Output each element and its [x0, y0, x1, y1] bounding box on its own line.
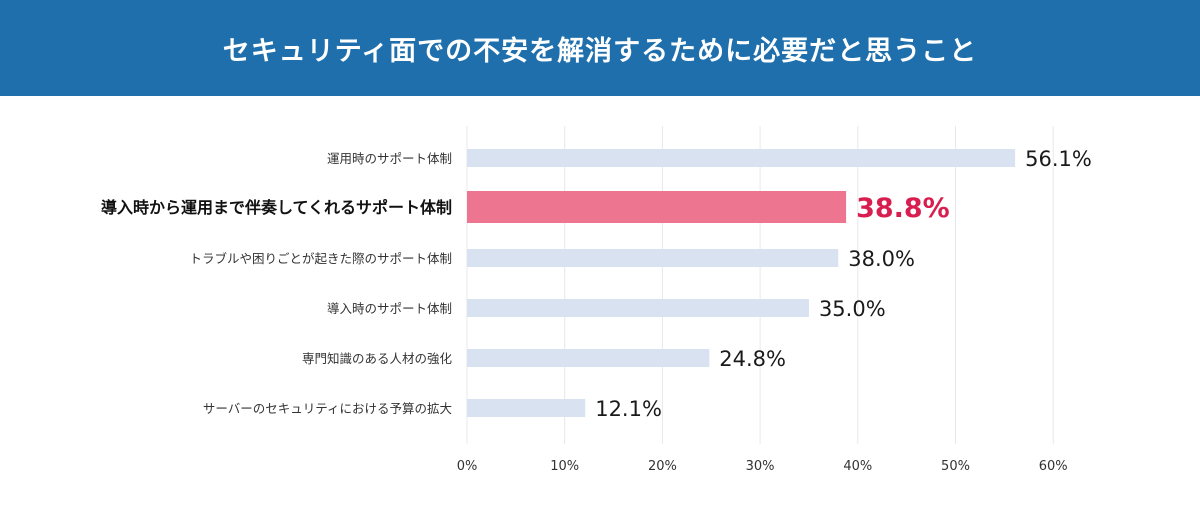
value-labels: 56.1% 38.8% 38.0% 35.0% 24.8% 12.1% [595, 147, 1092, 421]
category-label: 専門知識のある人材の強化 [302, 351, 453, 366]
x-axis-ticks: 0% 10% 20% 30% 40% 50% 60% [457, 459, 1068, 474]
x-tick-label: 20% [648, 459, 677, 474]
value-label: 38.0% [848, 247, 915, 271]
value-label: 24.8% [719, 347, 786, 371]
category-labels: 運用時のサポート体制導入時から運用まで伴奏してくれるサポート体制トラブルや困りご… [101, 151, 453, 416]
bar [467, 349, 710, 367]
category-label: 導入時のサポート体制 [327, 301, 452, 316]
grid-lines [466, 126, 1054, 444]
value-label: 35.0% [819, 297, 886, 321]
bars [467, 149, 1016, 417]
category-label: 導入時から運用まで伴奏してくれるサポート体制 [101, 198, 452, 217]
category-label: トラブルや困りごとが起きた際のサポート体制 [189, 251, 452, 266]
bar [467, 399, 586, 417]
bar [467, 249, 839, 267]
value-label: 38.8% [856, 193, 950, 224]
x-tick-label: 30% [746, 459, 775, 474]
x-tick-label: 10% [550, 459, 579, 474]
category-label: 運用時のサポート体制 [327, 151, 452, 166]
chart-title: セキュリティ面での不安を解消するために必要だと思うこと [222, 35, 978, 67]
bar-highlight [467, 191, 847, 223]
bar-chart: 運用時のサポート体制導入時から運用まで伴奏してくれるサポート体制トラブルや困りご… [101, 126, 1092, 474]
category-label: サーバーのセキュリティにおける予算の拡大 [203, 401, 452, 416]
x-tick-label: 50% [941, 459, 970, 474]
bar [467, 299, 809, 317]
x-tick-label: 0% [457, 459, 478, 474]
bar [467, 149, 1016, 167]
chart-header: セキュリティ面での不安を解消するために必要だと思うこと [0, 0, 1200, 96]
value-label: 12.1% [595, 397, 662, 421]
value-label: 56.1% [1025, 147, 1092, 171]
x-tick-label: 40% [843, 459, 872, 474]
x-tick-label: 60% [1039, 459, 1068, 474]
